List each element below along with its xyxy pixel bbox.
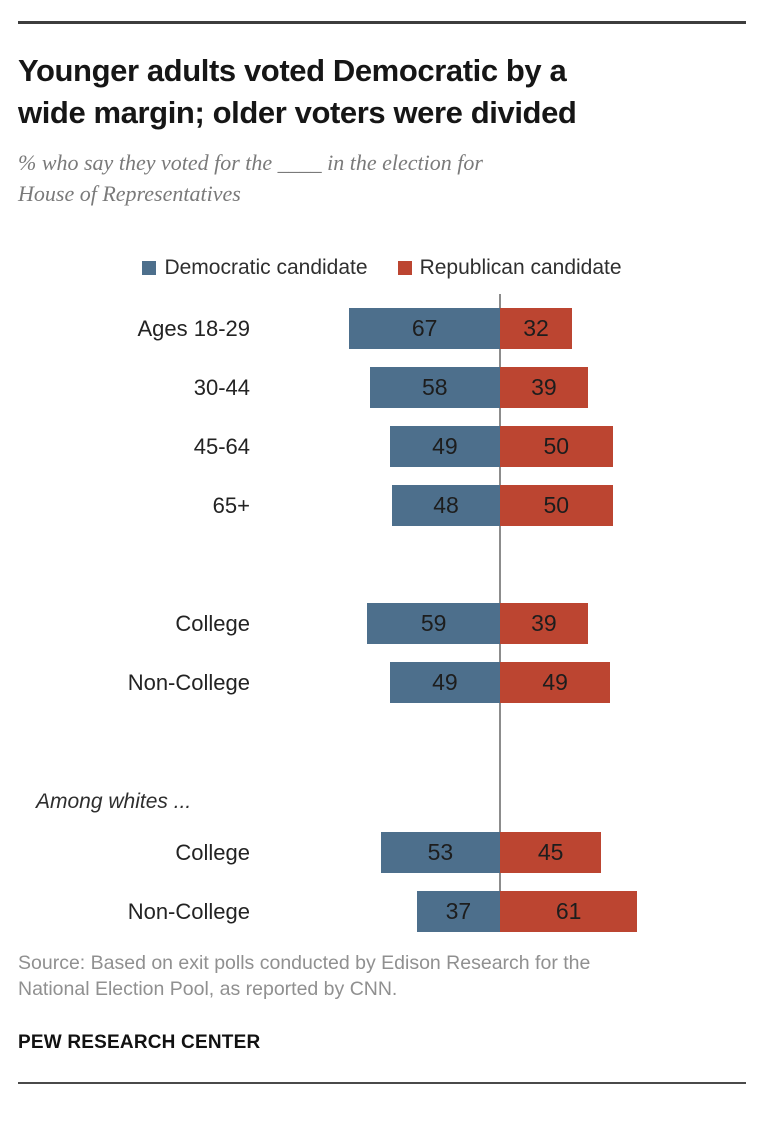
legend-item-democratic: Democratic candidate <box>142 256 368 280</box>
row-label: 30-44 <box>193 375 250 400</box>
democratic-value-label: 59 <box>420 610 447 636</box>
legend-label-democratic: Democratic candidate <box>164 256 368 279</box>
republican-value-label: 32 <box>523 315 549 341</box>
republican-value-label: 50 <box>543 433 570 459</box>
republican-value-label: 45 <box>537 839 564 865</box>
chart-subtitle-line-1: % who say they voted for the ____ in the… <box>18 150 483 175</box>
democratic-bar: 49 <box>389 662 500 703</box>
democratic-value-label: 37 <box>445 898 472 924</box>
democratic-bar: 67 <box>349 308 500 349</box>
democratic-value-label: 67 <box>411 315 438 341</box>
democratic-bar: 49 <box>389 426 500 467</box>
chart-subtitle-line-2: House of Representatives <box>18 181 241 206</box>
row-label: Ages 18-29 <box>137 316 250 341</box>
source-note: Source: Based on exit polls conducted by… <box>18 952 591 1000</box>
chart-row: Non-College 37 61 <box>18 891 746 932</box>
row-label: 45-64 <box>193 434 250 459</box>
row-label: Non-College <box>127 670 250 695</box>
chart-title-line-1: Younger adults voted Democratic by a <box>18 53 567 88</box>
top-rule <box>18 21 746 24</box>
republican-value-label: 39 <box>531 610 557 636</box>
chart-subtitle: % who say they voted for the ____ in the… <box>18 147 746 209</box>
chart-title: Younger adults voted Democratic by a wid… <box>18 50 746 134</box>
republican-bar: 61 <box>500 891 638 932</box>
row-label: Non-College <box>127 899 250 924</box>
legend-item-republican: Republican candidate <box>397 256 622 280</box>
republican-value-label: 39 <box>531 374 557 400</box>
democratic-value-label: 48 <box>433 492 459 518</box>
republican-swatch-icon <box>397 261 412 275</box>
republican-bar: 49 <box>500 662 611 703</box>
legend-label-republican: Republican candidate <box>419 256 622 279</box>
democratic-bar: 53 <box>380 832 500 873</box>
chart-row: 65+ 48 50 <box>18 485 746 526</box>
republican-bar: 39 <box>500 367 588 408</box>
chart-row: College 53 45 <box>18 832 746 873</box>
chart-row: College 59 39 <box>18 603 746 644</box>
page: Younger adults voted Democratic by a wid… <box>0 21 764 1084</box>
democratic-value-label: 49 <box>432 669 458 695</box>
chart-row: Ages 18-29 67 32 <box>18 308 746 349</box>
democratic-bar: 59 <box>367 603 500 644</box>
democratic-swatch-icon <box>142 261 157 275</box>
democratic-bar: 58 <box>369 367 500 408</box>
republican-value-label: 49 <box>542 669 568 695</box>
chart-group: Ages 18-29 67 32 30-44 58 39 45-64 49 50 65+ 48 50 <box>18 308 746 526</box>
row-label: College <box>175 840 250 865</box>
chart-title-line-2: wide margin; older voters were divided <box>18 95 577 130</box>
bottom-rule <box>18 1082 746 1084</box>
legend: Democratic candidate Republican candidat… <box>18 256 746 280</box>
republican-value-label: 61 <box>555 898 582 924</box>
chart-row: 30-44 58 39 <box>18 367 746 408</box>
republican-bar: 39 <box>500 603 588 644</box>
republican-bar: 50 <box>500 426 613 467</box>
row-label: College <box>175 611 250 636</box>
republican-value-label: 50 <box>543 492 570 518</box>
democratic-value-label: 49 <box>432 433 458 459</box>
chart-row: 45-64 49 50 <box>18 426 746 467</box>
republican-bar: 45 <box>500 832 602 873</box>
republican-bar: 50 <box>500 485 613 526</box>
bar-chart: Ages 18-29 67 32 30-44 58 39 45-64 49 50 65+ 48 50 C… <box>18 294 746 932</box>
chart-group: Among whites ... College 53 45 Non-College 37… <box>18 721 746 932</box>
brand-footer: PEW RESEARCH CENTER <box>18 1032 261 1053</box>
group-heading: Among whites ... <box>36 790 192 813</box>
democratic-bar: 48 <box>392 485 500 526</box>
republican-bar: 32 <box>500 308 572 349</box>
democratic-bar: 37 <box>416 891 500 932</box>
row-label: 65+ <box>212 493 250 518</box>
chart-group: College 59 39 Non-College 49 49 <box>18 544 746 703</box>
democratic-value-label: 58 <box>421 374 448 400</box>
democratic-value-label: 53 <box>427 839 454 865</box>
chart-row: Non-College 49 49 <box>18 662 746 703</box>
